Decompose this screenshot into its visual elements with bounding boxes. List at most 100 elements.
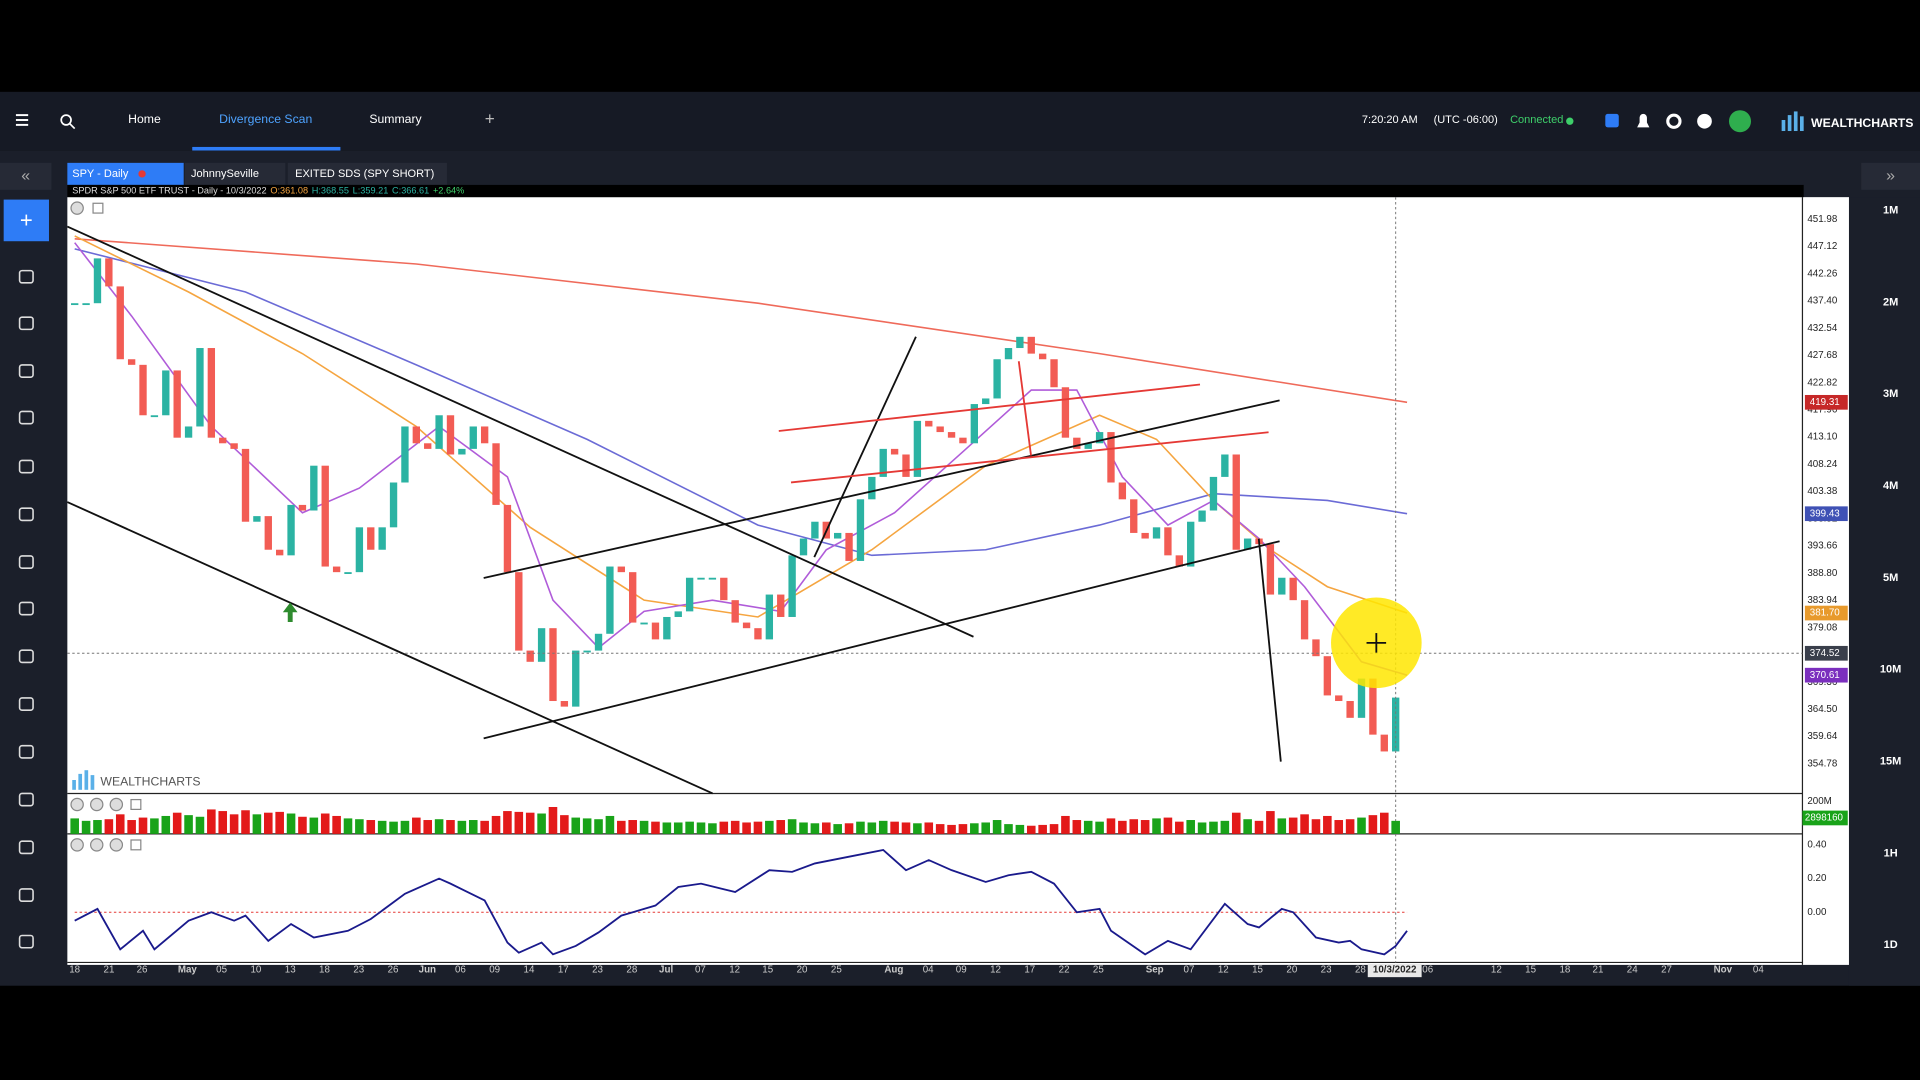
candle <box>1198 510 1206 522</box>
tool-icon[interactable] <box>18 649 34 664</box>
tool-icon[interactable] <box>18 934 34 949</box>
settings-icon[interactable] <box>1666 113 1682 129</box>
chart-tab-label[interactable]: JohnnySeville <box>191 168 259 180</box>
x-tick-label: 28 <box>1355 964 1366 975</box>
x-tick-label: 14 <box>524 964 535 975</box>
timeframe[interactable]: 5M <box>1883 572 1898 584</box>
bell-icon[interactable] <box>1637 113 1650 128</box>
chart-tab-active[interactable] <box>67 162 184 185</box>
x-tick-label: May <box>178 964 198 975</box>
tab-dot <box>138 170 146 178</box>
candle <box>845 532 853 561</box>
candle <box>890 448 899 455</box>
add-tab[interactable]: + <box>485 109 495 129</box>
candle <box>435 415 443 449</box>
save-icon[interactable] <box>1605 113 1619 128</box>
x-tick-label: 07 <box>1184 964 1195 975</box>
price-tick-label: 442.26 <box>1807 268 1837 279</box>
timeframe-sidebar <box>1848 197 1920 986</box>
volume-bar <box>70 818 79 834</box>
tool-icon[interactable] <box>18 888 34 903</box>
x-tick-label: 15 <box>762 964 773 975</box>
volume-bar <box>947 824 956 834</box>
tool-icon[interactable] <box>18 697 34 711</box>
timeframe[interactable]: 1M <box>1883 205 1898 217</box>
volume-bar <box>1300 814 1309 834</box>
nav-divergence-scan[interactable]: Divergence Scan <box>219 112 312 126</box>
candle <box>856 499 865 561</box>
volume-bar <box>1357 817 1366 834</box>
volume-bar <box>628 820 637 834</box>
price-marker-label: 399.43 <box>1810 508 1840 519</box>
collapse-left[interactable] <box>0 162 52 190</box>
timeframe[interactable]: 2M <box>1883 296 1898 308</box>
timeframe[interactable]: 4M <box>1883 480 1898 492</box>
candle <box>276 549 284 556</box>
x-tick-label: Nov <box>1714 964 1733 975</box>
volume-bar <box>617 820 626 834</box>
tool-icon[interactable] <box>18 507 34 522</box>
volume-bar <box>890 821 899 834</box>
collapse-left-icon[interactable]: « <box>21 168 30 185</box>
volume-bar <box>298 816 307 834</box>
tool-icon[interactable] <box>18 840 34 855</box>
tool-icon[interactable] <box>18 316 34 331</box>
nav-summary[interactable]: Summary <box>369 112 422 126</box>
search-icon[interactable] <box>60 114 76 130</box>
volume-bar <box>776 820 786 834</box>
volume-bar <box>844 823 854 834</box>
add-tool[interactable] <box>3 199 49 242</box>
candle <box>298 504 307 511</box>
candle <box>264 516 272 550</box>
volume-bar <box>434 819 444 834</box>
chart-header <box>67 184 1804 198</box>
add-tool-icon[interactable]: + <box>20 207 33 232</box>
tool-icon[interactable] <box>18 792 34 807</box>
volume-bar <box>161 815 171 834</box>
volume-bar <box>491 815 501 834</box>
candle <box>162 370 170 416</box>
nav-home[interactable]: Home <box>128 112 161 126</box>
timeframe[interactable]: 1D <box>1884 939 1898 951</box>
candle <box>765 594 774 640</box>
volume-bar <box>1391 820 1400 834</box>
collapse-right-icon[interactable]: » <box>1886 168 1895 185</box>
timeframe[interactable]: 15M <box>1880 756 1901 768</box>
menu-icon[interactable] <box>15 114 29 126</box>
trend-lines <box>66 225 1282 795</box>
timeframe[interactable]: 10M <box>1880 664 1901 676</box>
timeframe[interactable]: 3M <box>1883 388 1898 400</box>
chart-tab-label[interactable]: SPY - Daily <box>72 168 129 180</box>
volume-bar <box>673 822 683 834</box>
chart-tab[interactable] <box>287 162 447 185</box>
chart-tab-label[interactable]: EXITED SDS (SPY SHORT) <box>295 168 434 180</box>
volume-bar <box>651 821 660 834</box>
tool-icon[interactable] <box>18 744 34 759</box>
volume-bar <box>1095 821 1104 834</box>
price-marker-label: 374.52 <box>1810 648 1840 659</box>
chart-title: SPDR S&P 500 ETF TRUST <box>72 186 189 196</box>
candle <box>412 426 420 444</box>
timeframe[interactable]: 1H <box>1884 847 1898 859</box>
account-icon[interactable] <box>1728 110 1752 133</box>
price-marker <box>1804 645 1848 661</box>
tool-icon[interactable] <box>18 601 34 616</box>
x-tick-label: 05 <box>216 964 227 975</box>
candle <box>640 622 648 625</box>
tool-icon[interactable] <box>18 459 34 474</box>
help-icon[interactable] <box>1697 113 1712 129</box>
candle <box>1221 454 1229 477</box>
tool-icon[interactable] <box>18 555 34 569</box>
panel-controls[interactable] <box>70 201 142 852</box>
tool-icon[interactable] <box>18 269 34 284</box>
chart-tab[interactable] <box>184 162 286 185</box>
candle <box>207 348 216 438</box>
tool-icon[interactable] <box>18 364 34 378</box>
volume-bar <box>708 823 717 834</box>
volume-bar <box>400 820 410 834</box>
x-tick-label: 23 <box>1321 964 1332 975</box>
collapse-right[interactable] <box>1861 162 1920 190</box>
tool-icon[interactable] <box>18 410 34 425</box>
price-marker <box>1804 394 1848 410</box>
